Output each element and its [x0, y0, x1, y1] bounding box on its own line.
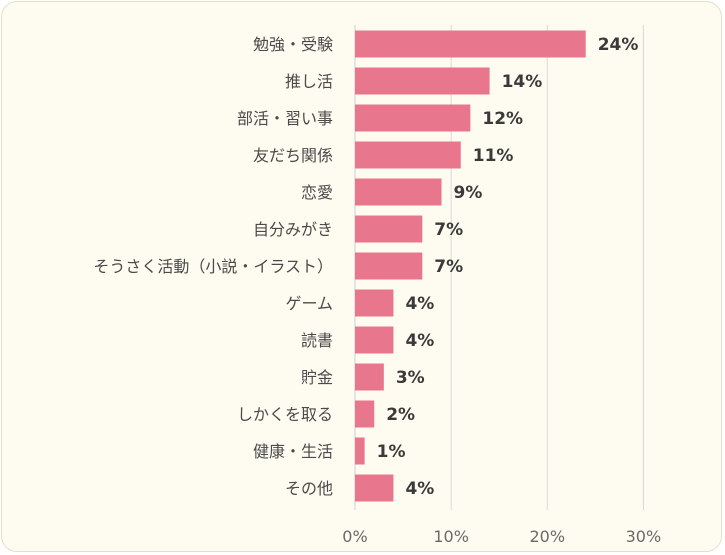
category-label: しかくを取る	[237, 405, 333, 424]
bar	[355, 178, 442, 206]
category-label: 健康・生活	[253, 442, 333, 461]
value-label: 7%	[434, 257, 463, 277]
bar	[355, 363, 384, 391]
value-label: 1%	[377, 442, 406, 462]
category-label: その他	[285, 479, 333, 498]
category-label: 部活・習い事	[237, 109, 333, 128]
value-label: 11%	[473, 146, 514, 166]
value-label: 9%	[454, 183, 483, 203]
value-label: 12%	[482, 109, 523, 129]
category-label: 読書	[301, 331, 333, 350]
value-labels: 24%14%12%11%9%7%7%4%4%3%2%1%4%	[377, 35, 639, 499]
bar	[355, 215, 423, 243]
value-label: 24%	[598, 35, 639, 55]
bar	[355, 437, 365, 465]
category-label: 推し活	[285, 72, 333, 91]
category-label: ゲーム	[285, 294, 333, 313]
value-label: 3%	[396, 368, 425, 388]
value-label: 4%	[405, 331, 434, 351]
value-label: 7%	[434, 220, 463, 240]
bar	[355, 252, 423, 280]
bar	[355, 326, 394, 354]
value-label: 4%	[405, 479, 434, 499]
x-tick-label: 30%	[626, 527, 662, 546]
value-label: 4%	[405, 294, 434, 314]
value-label: 14%	[502, 72, 543, 92]
bar	[355, 104, 471, 132]
bar	[355, 141, 461, 169]
bar	[355, 30, 586, 58]
bars	[355, 30, 586, 502]
x-tick-label: 0%	[342, 527, 367, 546]
category-label: 自分みがき	[253, 220, 333, 239]
bar	[355, 67, 490, 95]
category-label: 貯金	[301, 368, 333, 387]
category-label: 友だち関係	[253, 146, 333, 165]
category-label: 恋愛	[301, 183, 333, 202]
x-tick-label: 10%	[433, 527, 469, 546]
bar	[355, 400, 375, 428]
category-label: 勉強・受験	[253, 35, 333, 54]
bar	[355, 474, 394, 502]
value-label: 2%	[386, 405, 415, 425]
x-tick-label: 20%	[529, 527, 565, 546]
bar	[355, 289, 394, 317]
x-axis-ticks: 0% 10% 20% 30%	[342, 527, 661, 546]
category-labels: 勉強・受験推し活部活・習い事友だち関係恋愛自分みがきそうさく活動（小説・イラスト…	[93, 35, 333, 498]
category-label: そうさく活動（小説・イラスト）	[93, 257, 333, 276]
